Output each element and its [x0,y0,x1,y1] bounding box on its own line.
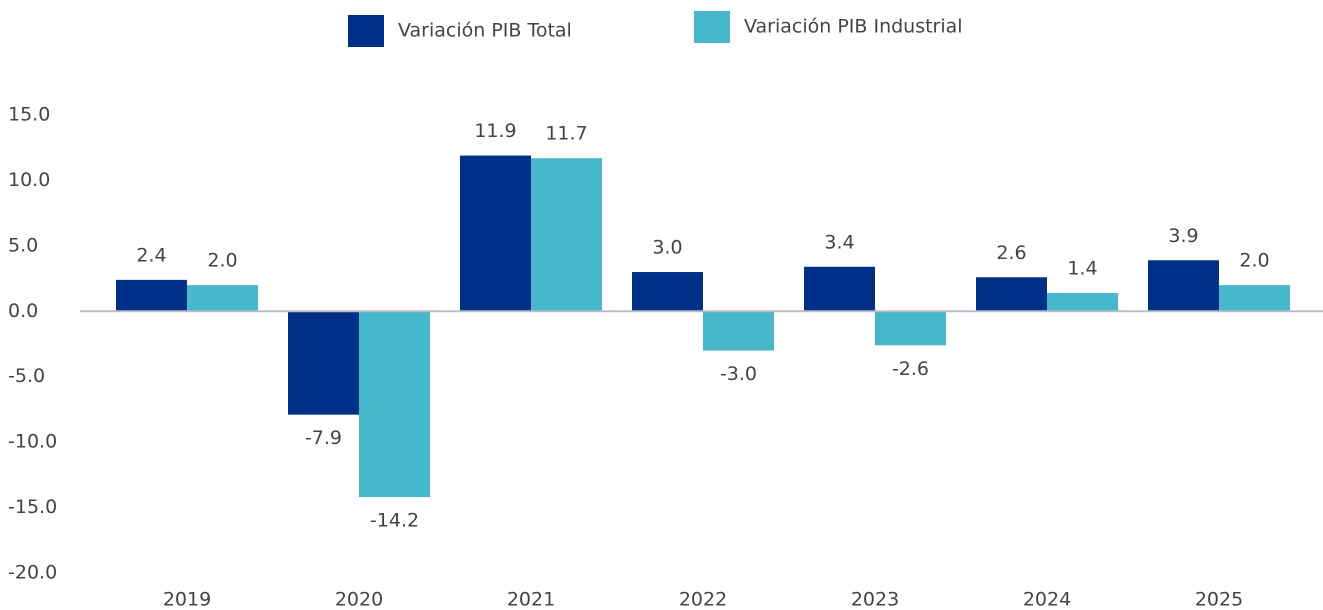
y-tick-label: -15.0 [8,496,57,518]
data-label: 3.4 [824,231,854,253]
y-tick-label: 5.0 [8,234,38,256]
bar [632,272,703,312]
y-tick-label: -5.0 [8,365,45,387]
data-label: 2.4 [136,244,166,266]
data-label: 1.4 [1067,257,1097,279]
bar [703,311,774,351]
x-tick-label: 2024 [1023,589,1071,610]
y-tick-label: 15.0 [8,104,50,126]
bar [288,311,359,415]
x-tick-label: 2025 [1195,589,1243,610]
legend-label: Variación PIB Total [398,20,572,42]
bar [187,285,258,312]
data-label: 2.0 [207,250,237,272]
data-label: -7.9 [305,427,342,449]
bar [804,266,875,312]
bar [1219,285,1290,312]
data-label: 2.6 [996,242,1026,264]
data-label: 2.0 [1239,250,1269,272]
bar [1148,260,1219,312]
bar [359,311,430,498]
data-label: -14.2 [370,510,419,532]
y-tick-label: -20.0 [8,562,57,584]
y-tick-label: 10.0 [8,169,50,191]
bar [976,277,1047,312]
legend-label: Variación PIB Industrial [744,16,963,38]
x-tick-label: 2019 [163,589,211,610]
y-tick-label: -10.0 [8,431,57,453]
data-label: 3.0 [652,237,682,259]
x-tick-label: 2020 [335,589,383,610]
data-label: 3.9 [1168,225,1198,247]
bar [875,311,946,346]
data-label: 11.9 [474,120,516,142]
bar [460,155,531,312]
legend-swatch [348,15,384,47]
bar [531,158,602,312]
x-tick-label: 2022 [679,589,727,610]
data-label: 11.7 [545,123,587,145]
legend-swatch [694,11,730,43]
x-tick-label: 2023 [851,589,899,610]
data-label: -3.0 [720,363,757,385]
bar [116,279,187,312]
y-tick-label: 0.0 [8,300,38,322]
x-tick-label: 2021 [507,589,555,610]
bar [1047,292,1118,312]
data-label: -2.6 [892,358,929,380]
